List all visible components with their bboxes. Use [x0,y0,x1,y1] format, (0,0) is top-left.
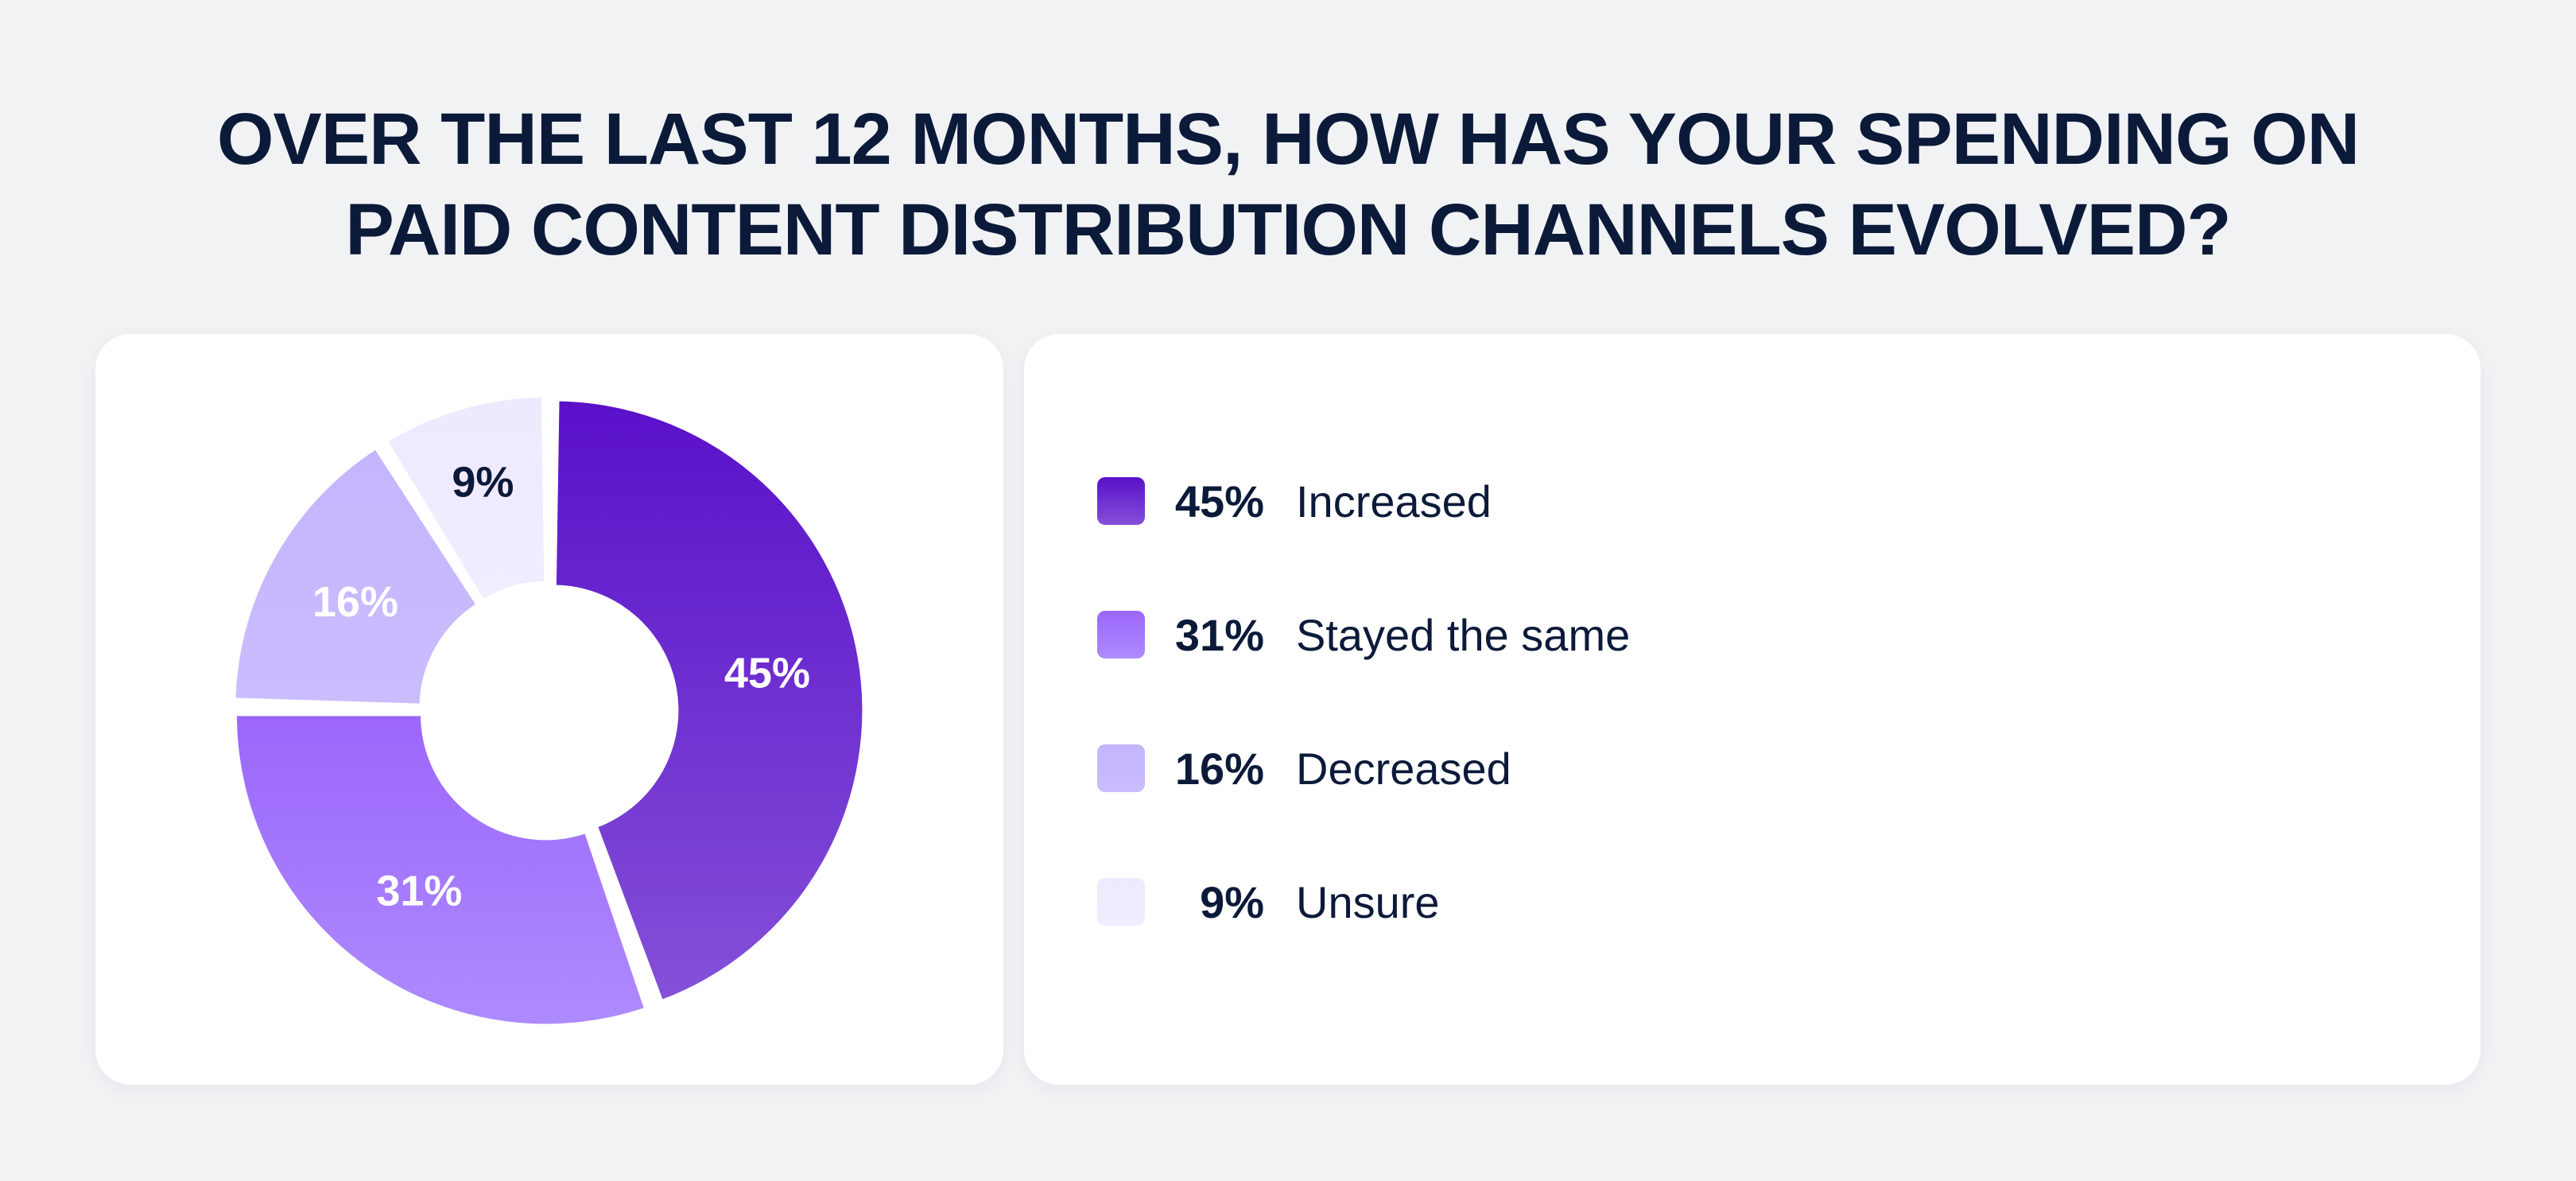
legend-label-increased: Increased [1296,476,1492,526]
slice-label-increased: 45% [724,650,810,697]
legend-value-increased: 45% [1174,476,1264,526]
legend-value-unsure: 9% [1200,876,1264,927]
slice-label-unsure: 9% [452,459,514,507]
legend-value-stayed-the-same: 31% [1174,609,1264,660]
donut-chart: 45% 31% 16% 9% [233,394,865,1027]
legend-label-decreased: Decreased [1296,743,1511,794]
legend-item-unsure: 9% Unsure [1097,876,1440,927]
legend-label-unsure: Unsure [1296,876,1440,927]
legend-swatch-unsure [1097,878,1145,926]
chart-title: OVER THE LAST 12 MONTHS, HOW HAS YOUR SP… [0,94,2576,275]
slice-label-decreased: 16% [312,578,398,626]
slice-decreased [233,447,479,706]
slice-label-stayed-the-same: 31% [376,868,462,915]
legend-swatch-decreased [1097,744,1145,792]
slice-stayed-the-same [235,713,647,1027]
pie-card: 45% 31% 16% 9% [95,334,1003,1085]
legend-swatch-stayed-the-same [1097,611,1145,658]
legend-swatch-increased [1097,477,1145,525]
title-line-2: PAID CONTENT DISTRIBUTION CHANNELS EVOLV… [345,189,2231,270]
slice-increased [553,398,865,1002]
legend-item-stayed-the-same: 31% Stayed the same [1097,609,1630,660]
legend-value-decreased: 16% [1174,743,1264,794]
legend-label-stayed-the-same: Stayed the same [1296,609,1631,660]
legend-card: 45% Increased 31% Stayed the same 16% Decreas… [1024,334,2481,1085]
legend-item-decreased: 16% Decreased [1097,743,1511,794]
slice-unsure [385,394,547,602]
title-line-1: OVER THE LAST 12 MONTHS, HOW HAS YOUR SP… [216,99,2360,180]
legend-item-increased: 45% Increased [1097,476,1492,526]
